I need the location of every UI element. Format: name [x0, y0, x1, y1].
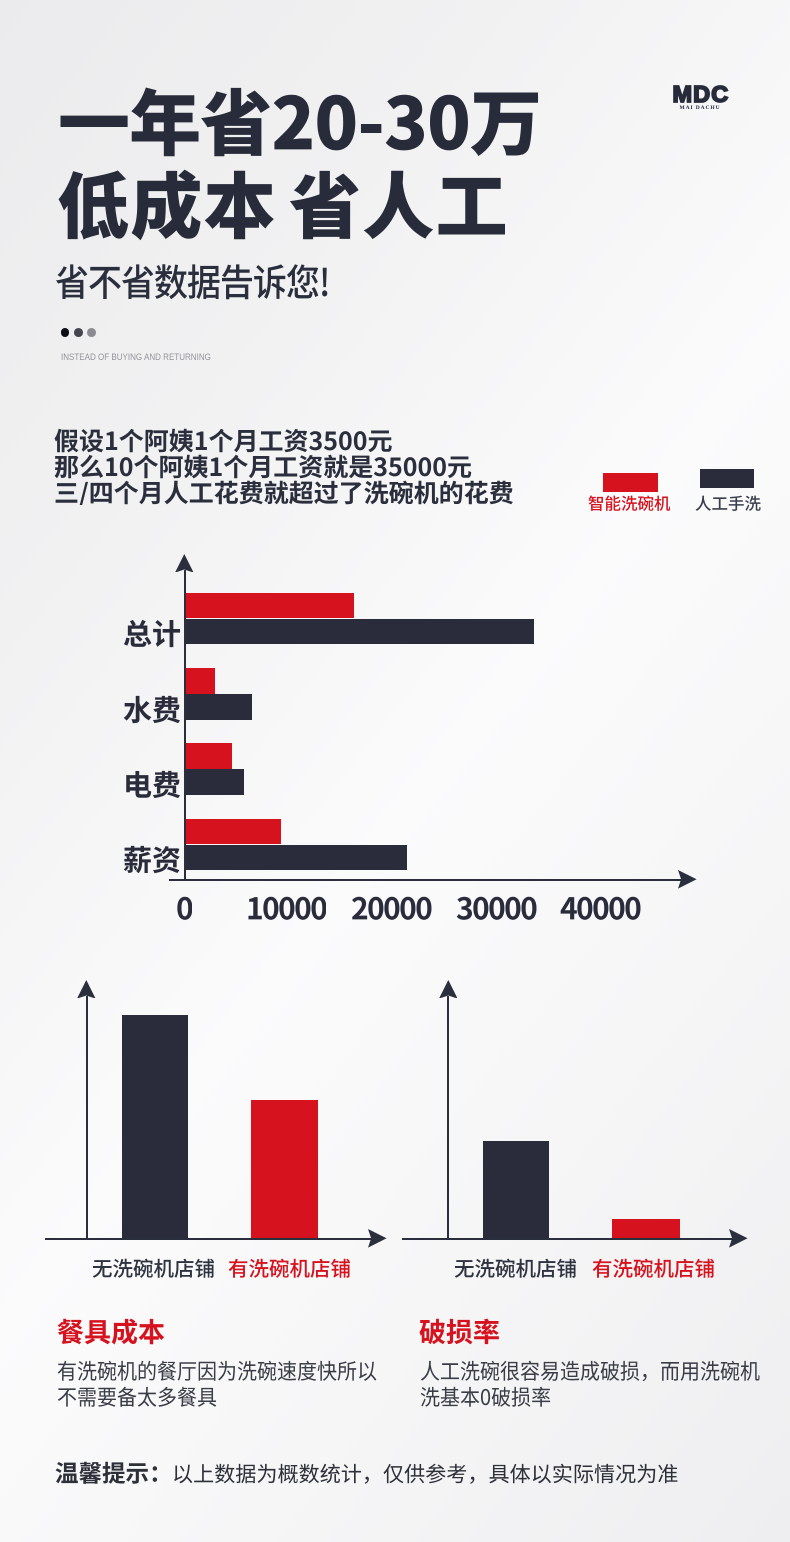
svg-text:MAI DACHU: MAI DACHU [680, 105, 721, 111]
svg-text:MDC: MDC [673, 81, 730, 107]
